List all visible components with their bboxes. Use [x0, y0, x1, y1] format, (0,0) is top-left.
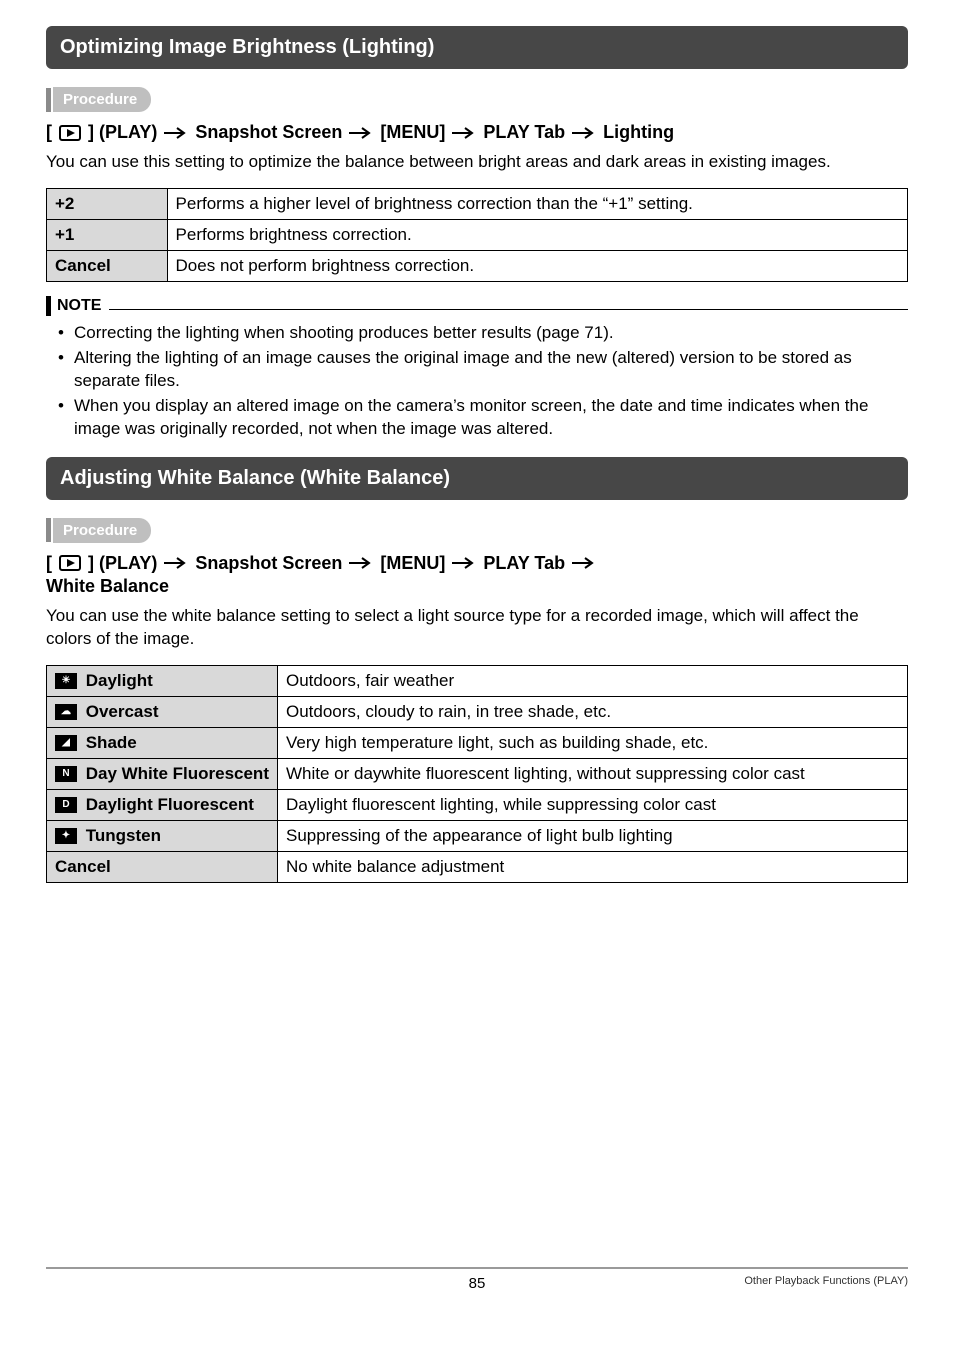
intro-text-wb: You can use the white balance setting to… [46, 605, 908, 651]
procedure-heading-wb: Procedure [46, 518, 908, 543]
note-item: Correcting the lighting when shooting pr… [62, 322, 908, 345]
wb-mode-icon: ◢ [55, 735, 77, 751]
wb-mode-icon: ✦ [55, 828, 77, 844]
arrow-right-icon [451, 127, 477, 139]
wb-mode-desc: Very high temperature light, such as bui… [277, 727, 907, 758]
breadcrumb-segment: ] (PLAY) [88, 553, 157, 574]
procedure-heading: Procedure [46, 87, 908, 112]
page-container: Optimizing Image Brightness (Lighting) P… [0, 0, 954, 1310]
section-header-lighting: Optimizing Image Brightness (Lighting) [46, 26, 908, 69]
breadcrumb-wb: [ ] (PLAY) Snapshot Screen [MENU] PLAY Ta… [46, 553, 908, 574]
arrow-right-icon [348, 127, 374, 139]
table-value: Performs brightness correction. [167, 219, 907, 250]
breadcrumb-segment: [ [46, 553, 52, 574]
white-balance-table: ☀ DaylightOutdoors, fair weather☁ Overca… [46, 665, 908, 883]
arrow-right-icon [163, 557, 189, 569]
footer-doc-title: Other Playback Functions (PLAY) [744, 1275, 908, 1287]
page-footer: 85 Other Playback Functions (PLAY) [46, 1267, 908, 1292]
note-label: NOTE [57, 297, 101, 315]
arrow-right-icon [571, 127, 597, 139]
breadcrumb-segment: ] (PLAY) [88, 122, 157, 143]
table-row: N Day White FluorescentWhite or daywhite… [47, 758, 908, 789]
table-row: +1Performs brightness correction. [47, 219, 908, 250]
wb-mode-icon: ☁ [55, 704, 77, 720]
table-row: CancelNo white balance adjustment [47, 851, 908, 882]
procedure-bar [46, 88, 51, 112]
breadcrumb-segment: [MENU] [380, 553, 445, 574]
wb-mode-name: ☀ Daylight [47, 665, 278, 696]
wb-mode-name: ◢ Shade [47, 727, 278, 758]
lighting-table: +2Performs a higher level of brightness … [46, 188, 908, 282]
wb-mode-icon: ☀ [55, 673, 77, 689]
wb-mode-icon: N [55, 766, 77, 782]
table-key: +2 [47, 188, 168, 219]
play-icon [59, 555, 81, 571]
table-row: +2Performs a higher level of brightness … [47, 188, 908, 219]
section-header-wb: Adjusting White Balance (White Balance) [46, 457, 908, 500]
note-heading: NOTE [46, 296, 908, 316]
table-row: ☁ OvercastOutdoors, cloudy to rain, in t… [47, 696, 908, 727]
wb-mode-desc: Suppressing of the appearance of light b… [277, 820, 907, 851]
wb-mode-icon: D [55, 797, 77, 813]
breadcrumb-segment: Snapshot Screen [195, 122, 342, 143]
table-value: Does not perform brightness correction. [167, 250, 907, 281]
breadcrumb-wb-line2: White Balance [46, 576, 908, 597]
play-icon [59, 125, 81, 141]
note-list: Correcting the lighting when shooting pr… [46, 322, 908, 441]
wb-mode-name: D Daylight Fluorescent [47, 789, 278, 820]
note-rule [109, 309, 908, 310]
table-row: ✦ TungstenSuppressing of the appearance … [47, 820, 908, 851]
breadcrumb-segment: Lighting [603, 122, 674, 143]
wb-mode-desc: No white balance adjustment [277, 851, 907, 882]
procedure-label: Procedure [53, 87, 151, 112]
note-block: NOTE Correcting the lighting when shooti… [46, 296, 908, 441]
procedure-label: Procedure [53, 518, 151, 543]
note-item: Altering the lighting of an image causes… [62, 347, 908, 393]
breadcrumb-segment: PLAY Tab [483, 553, 565, 574]
note-item: When you display an altered image on the… [62, 395, 908, 441]
wb-mode-desc: White or daywhite fluorescent lighting, … [277, 758, 907, 789]
breadcrumb-segment: [ [46, 122, 52, 143]
footer-rule [46, 1267, 908, 1269]
intro-text-lighting: You can use this setting to optimize the… [46, 151, 908, 174]
arrow-right-icon [571, 557, 597, 569]
wb-mode-name: ✦ Tungsten [47, 820, 278, 851]
table-value: Performs a higher level of brightness co… [167, 188, 907, 219]
table-row: D Daylight FluorescentDaylight fluoresce… [47, 789, 908, 820]
breadcrumb-lighting: [ ] (PLAY) Snapshot Screen [MENU] PLAY Ta… [46, 122, 908, 143]
arrow-right-icon [163, 127, 189, 139]
wb-mode-name: N Day White Fluorescent [47, 758, 278, 789]
breadcrumb-segment: Snapshot Screen [195, 553, 342, 574]
wb-mode-name: Cancel [47, 851, 278, 882]
procedure-bar [46, 518, 51, 542]
wb-mode-desc: Outdoors, fair weather [277, 665, 907, 696]
table-row: ☀ DaylightOutdoors, fair weather [47, 665, 908, 696]
arrow-right-icon [348, 557, 374, 569]
wb-mode-name: ☁ Overcast [47, 696, 278, 727]
breadcrumb-segment: [MENU] [380, 122, 445, 143]
breadcrumb-segment: PLAY Tab [483, 122, 565, 143]
table-row: CancelDoes not perform brightness correc… [47, 250, 908, 281]
table-key: +1 [47, 219, 168, 250]
table-row: ◢ ShadeVery high temperature light, such… [47, 727, 908, 758]
arrow-right-icon [451, 557, 477, 569]
wb-mode-desc: Daylight fluorescent lighting, while sup… [277, 789, 907, 820]
wb-mode-desc: Outdoors, cloudy to rain, in tree shade,… [277, 696, 907, 727]
table-key: Cancel [47, 250, 168, 281]
note-bar [46, 296, 51, 316]
